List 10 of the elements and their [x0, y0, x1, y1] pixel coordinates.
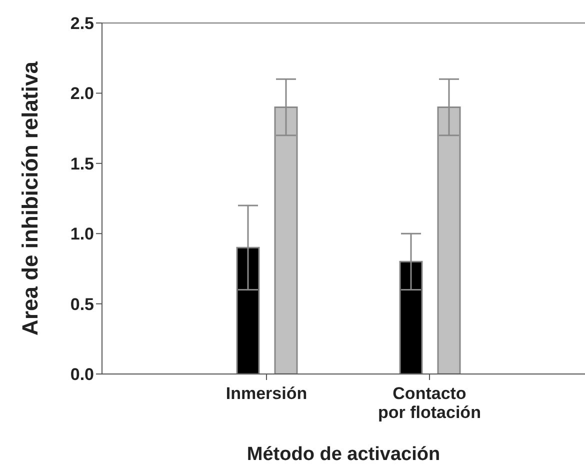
x-tick-label: Contacto por flotación — [378, 384, 481, 422]
y-tick-label: 0.0 — [70, 365, 94, 384]
x-axis-title: Método de activación — [246, 444, 440, 465]
y-tick-label: 1.5 — [70, 154, 94, 174]
y-tick-label: 1.0 — [70, 224, 94, 244]
y-tick-label: 2.0 — [70, 84, 94, 104]
y-tick-label: 2.5 — [70, 14, 94, 34]
x-tick-label: Inmersión — [226, 384, 308, 403]
y-tick-label: 0.5 — [70, 294, 94, 314]
y-axis-title: Area de inhibición relativa — [18, 60, 42, 336]
